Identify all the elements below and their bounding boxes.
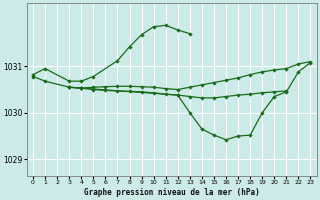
X-axis label: Graphe pression niveau de la mer (hPa): Graphe pression niveau de la mer (hPa) [84,188,260,197]
